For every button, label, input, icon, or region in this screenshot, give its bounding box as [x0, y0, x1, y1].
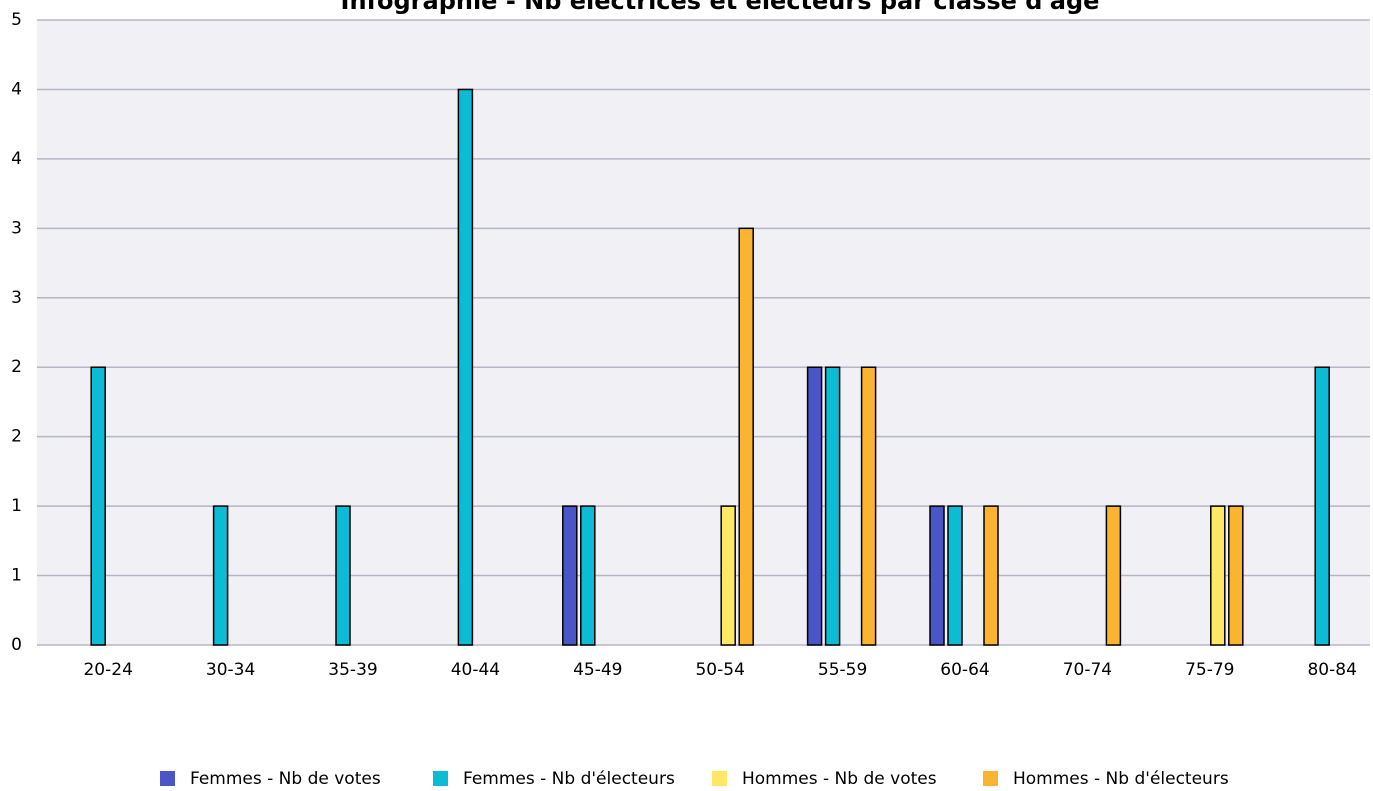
legend-label: Femmes - Nb de votes — [190, 769, 381, 789]
bar — [1228, 505, 1244, 646]
y-tick-label: 4 — [11, 79, 22, 99]
legend-label: Hommes - Nb d'électeurs — [1013, 769, 1229, 789]
bar — [720, 505, 736, 646]
y-tick-label: 5 — [11, 10, 22, 30]
bar — [335, 505, 351, 646]
x-tick-label: 35-39 — [328, 660, 377, 680]
x-tick-label: 40-44 — [451, 660, 500, 680]
x-tick-label: 50-54 — [695, 660, 744, 680]
y-tick-label: 3 — [11, 288, 22, 308]
y-tick-label: 2 — [11, 427, 22, 447]
bar — [947, 505, 963, 646]
legend-label: Femmes - Nb d'électeurs — [463, 769, 675, 789]
bar — [860, 366, 877, 646]
y-tick-label: 2 — [11, 357, 22, 377]
y-tick-label: 3 — [11, 218, 22, 238]
bar — [562, 505, 578, 646]
legend-swatch — [433, 771, 448, 786]
legend-label: Hommes - Nb de votes — [742, 769, 937, 789]
y-tick-label: 1 — [11, 566, 22, 586]
bar — [457, 88, 474, 646]
bar — [824, 366, 841, 646]
chart-title: Infographie - Nb électrices et électeurs… — [341, 0, 1100, 15]
legend-swatch — [160, 771, 175, 786]
bar — [983, 505, 999, 646]
y-tick-label: 4 — [11, 149, 22, 169]
x-tick-label: 70-74 — [1063, 660, 1112, 680]
bar — [1210, 505, 1226, 646]
bar — [806, 366, 823, 646]
bar — [1105, 505, 1122, 646]
bar — [90, 366, 106, 646]
x-tick-label: 60-64 — [940, 660, 989, 680]
y-tick-label: 1 — [11, 496, 22, 516]
legend-swatch — [712, 771, 727, 786]
x-tick-label: 75-79 — [1185, 660, 1234, 680]
x-tick-label: 55-59 — [818, 660, 867, 680]
bar — [929, 505, 945, 646]
x-tick-label: 20-24 — [83, 660, 132, 680]
x-tick-label: 45-49 — [573, 660, 622, 680]
bar — [212, 505, 229, 646]
x-tick-label: 30-34 — [206, 660, 255, 680]
legend-swatch — [983, 771, 998, 786]
y-tick-label: 0 — [11, 635, 22, 655]
x-tick-label: 80-84 — [1307, 660, 1356, 680]
bar — [738, 227, 754, 646]
plot-background — [37, 20, 1370, 645]
bar — [580, 505, 596, 646]
bar — [1314, 366, 1330, 646]
